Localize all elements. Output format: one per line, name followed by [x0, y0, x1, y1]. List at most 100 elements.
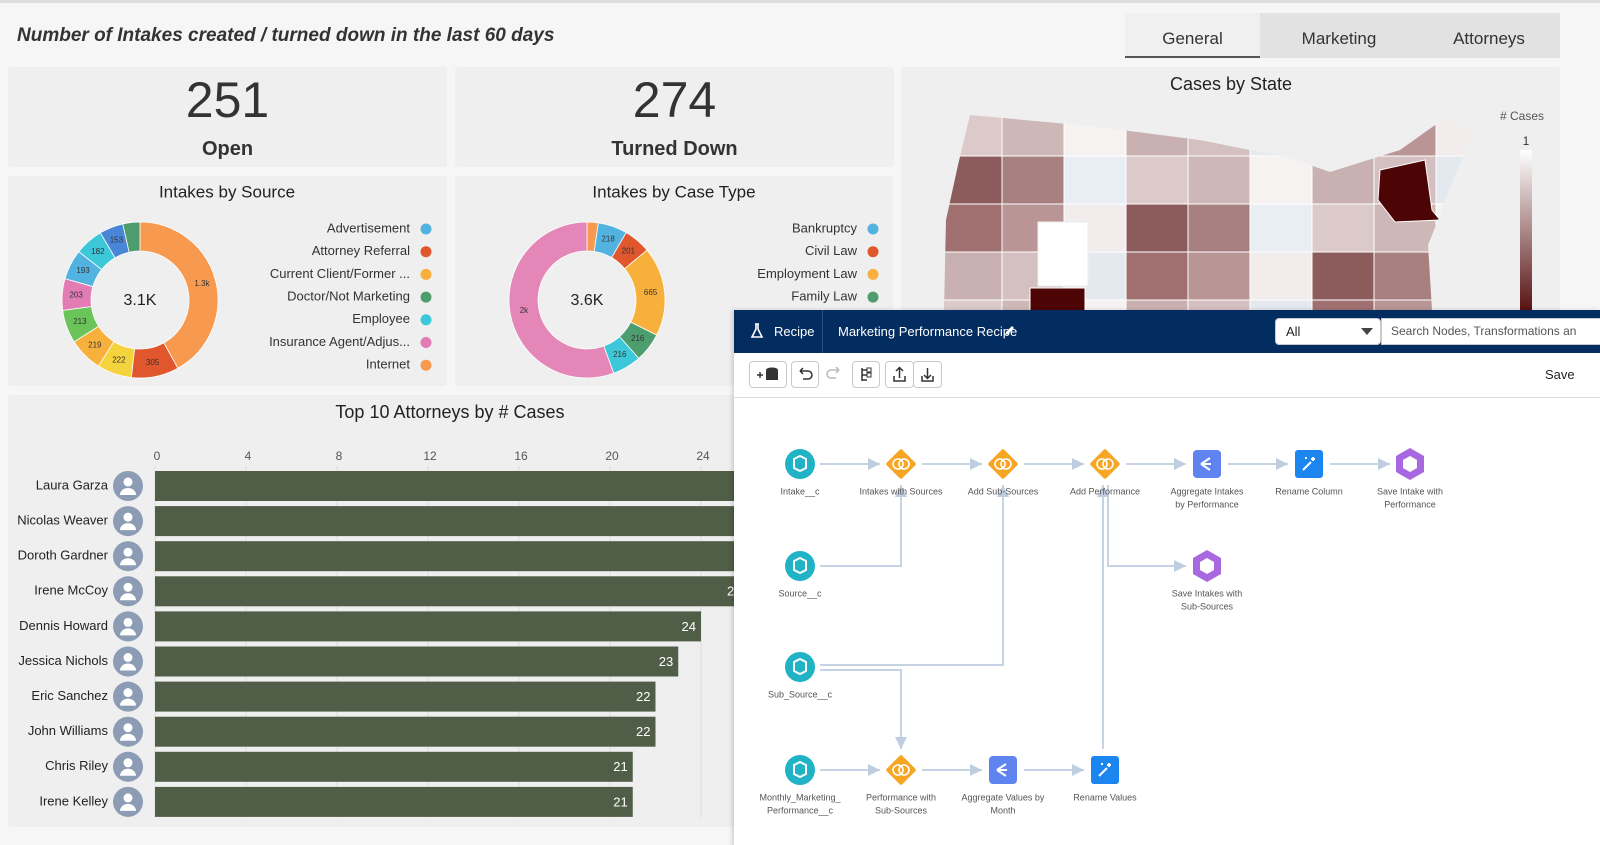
bar — [155, 751, 633, 782]
category-label: Irene McCoy — [34, 583, 108, 598]
recipe-canvas: Intake__c Intakes with Sources Add Sub-Sou… — [759, 446, 1443, 815]
filter-value: All — [1286, 324, 1301, 339]
legend-label: Bankruptcy — [792, 220, 858, 235]
bar — [155, 611, 701, 642]
recipe-node[interactable]: Save Intakes with Sub-Sources — [1172, 548, 1243, 611]
recipe-node[interactable]: Add Sub-Sources — [968, 446, 1039, 496]
state — [1249, 251, 1313, 301]
glyph — [994, 458, 1006, 470]
node-label: Add Performance — [1070, 486, 1140, 496]
state — [1063, 299, 1127, 310]
avatar-body — [120, 523, 136, 531]
legend-label: Civil Law — [805, 243, 858, 258]
glyph — [793, 760, 807, 779]
legend-label: Doctor/Not Marketing — [287, 289, 410, 304]
bar — [155, 681, 656, 712]
category-label: John Williams — [28, 723, 109, 738]
recipe-node[interactable]: Source__c — [778, 548, 822, 598]
redo-button[interactable] — [822, 361, 846, 388]
avatar-body — [120, 663, 136, 671]
node-label: Performance__c — [767, 805, 834, 815]
data-label: 218 — [601, 235, 615, 244]
avatar-body — [120, 628, 136, 636]
x-tick-label: 4 — [245, 449, 252, 463]
avatar-head — [123, 758, 133, 768]
kpi-label: Turned Down — [611, 138, 738, 160]
chart-title: Intakes by Case Type — [592, 182, 755, 201]
recipe-node[interactable]: Save Intake with Performance — [1377, 446, 1443, 509]
bar — [155, 576, 747, 607]
node-label: Source__c — [778, 588, 822, 598]
category-label: Eric Sanchez — [31, 688, 108, 703]
bar — [155, 646, 679, 677]
bar — [155, 716, 656, 747]
recipe-node[interactable]: Aggregate Intakes by Performance — [1170, 446, 1244, 509]
avatar-head — [123, 512, 133, 522]
undo-button[interactable] — [791, 361, 819, 388]
category-label: Irene Kelley — [39, 793, 108, 808]
avatar-body — [120, 768, 136, 776]
chart-title: Intakes by Source — [159, 182, 295, 201]
add-data-button[interactable] — [749, 361, 787, 388]
recipe-node[interactable]: Rename Values — [1073, 752, 1137, 802]
state — [1001, 155, 1065, 205]
node-label: Performance with — [866, 792, 936, 802]
node-icon — [886, 755, 916, 785]
search-box[interactable]: Search Nodes, Transformations an — [1381, 318, 1600, 345]
download-button[interactable] — [913, 361, 942, 388]
donut-center-label: 3.1K — [124, 292, 157, 309]
tab[interactable]: Marketing — [1260, 13, 1418, 58]
recipe-name[interactable]: Marketing Performance Recipe — [838, 324, 1018, 339]
glyph — [1200, 558, 1214, 574]
node-icon — [785, 755, 815, 785]
glyph — [1302, 457, 1315, 471]
state — [1373, 251, 1437, 301]
edge — [820, 485, 907, 567]
glyph — [793, 556, 807, 575]
legend-swatch — [420, 246, 432, 258]
recipe-node[interactable]: Intake__c — [780, 446, 820, 496]
recipe-node[interactable]: Monthly_Marketing_ Performance__c — [759, 752, 842, 815]
legend-label: Employee — [352, 311, 410, 326]
avatar-body — [120, 803, 136, 811]
legend-swatch — [867, 291, 879, 303]
legend-swatch — [420, 223, 432, 235]
state — [1125, 299, 1189, 310]
tab[interactable]: Attorneys — [1418, 13, 1560, 58]
data-label: 2k — [520, 306, 529, 315]
save-button[interactable]: Save — [1545, 367, 1575, 382]
node-label: Month — [990, 805, 1015, 815]
glyph — [1403, 456, 1417, 472]
state — [1187, 155, 1251, 205]
edge — [820, 669, 907, 749]
recipe-node[interactable]: Intakes with Sources — [859, 446, 943, 496]
legend-scale — [1520, 150, 1532, 320]
app-label: Recipe — [774, 324, 815, 339]
x-tick-label: 16 — [514, 449, 528, 463]
recipe-node[interactable]: Sub_Source__c — [768, 649, 833, 699]
layout-button[interactable] — [852, 361, 880, 388]
recipe-node[interactable]: Add Performance — [1070, 446, 1140, 496]
data-label: 1.3k — [194, 279, 210, 288]
recipe-node[interactable]: Performance with Sub-Sources — [866, 752, 936, 815]
state — [1249, 155, 1313, 205]
data-label: 21 — [613, 759, 627, 774]
state — [1029, 287, 1086, 310]
state — [1311, 203, 1375, 253]
node-icon — [1090, 449, 1120, 479]
avatar-body — [120, 488, 136, 495]
tab[interactable]: General — [1125, 13, 1260, 58]
data-label: 22 — [636, 689, 650, 704]
avatar-body — [120, 733, 136, 741]
glyph — [892, 458, 904, 470]
upload-button[interactable] — [885, 361, 914, 388]
legend-label: Advertisement — [327, 220, 410, 235]
recipe-node[interactable]: Rename Column — [1275, 446, 1343, 496]
state — [1125, 251, 1189, 301]
recipe-node[interactable]: Aggregate Values by Month — [962, 752, 1045, 815]
bar — [155, 506, 792, 537]
bar — [155, 471, 815, 501]
filter-select[interactable]: All — [1275, 318, 1381, 345]
node-label: Save Intake with — [1377, 486, 1443, 496]
edit-icon[interactable] — [1003, 324, 1016, 337]
